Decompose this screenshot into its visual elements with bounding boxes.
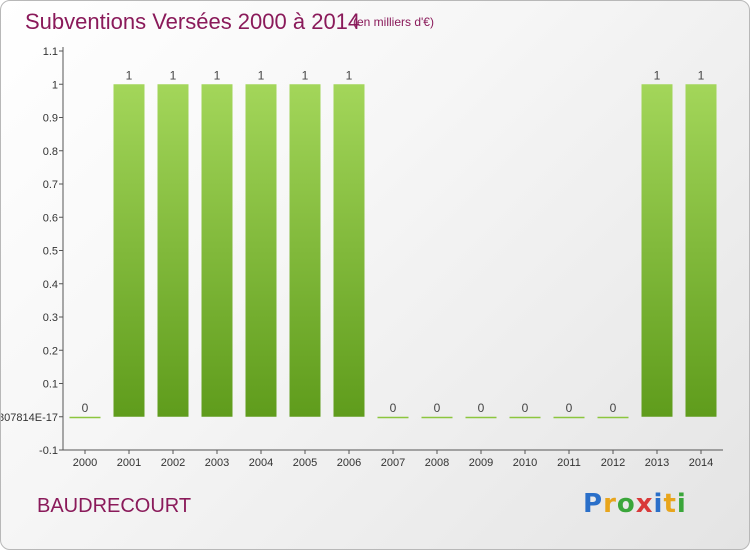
bar <box>509 416 541 419</box>
x-tick-label: 2007 <box>381 457 405 469</box>
bar <box>245 84 277 417</box>
logo-letter: x <box>635 489 654 519</box>
y-tick-label: 0.8 <box>43 146 58 158</box>
bar-value-label: 0 <box>478 401 485 415</box>
y-tick-label: 0.5 <box>43 246 58 258</box>
x-tick-label: 2008 <box>425 457 449 469</box>
x-tick-label: 2014 <box>689 457 713 469</box>
logo-letter: o <box>616 489 636 519</box>
y-tick-label: 0.7 <box>43 179 58 191</box>
proxiti-logo[interactable]: Proxiti <box>583 489 687 519</box>
bar-value-label: 1 <box>258 68 265 82</box>
bar <box>553 416 585 419</box>
bar <box>289 84 321 417</box>
x-tick-label: 2004 <box>249 457 273 469</box>
y-tick-label: 0.4 <box>43 279 58 291</box>
bar <box>333 84 365 417</box>
y-tick-label: -0.1 <box>39 445 58 457</box>
bar-value-label: 0 <box>610 401 617 415</box>
bar <box>113 84 145 417</box>
bar-value-label: 0 <box>390 401 397 415</box>
x-tick-label: 2013 <box>645 457 669 469</box>
bar-value-label: 1 <box>698 68 705 82</box>
x-tick-label: 2012 <box>601 457 625 469</box>
bar <box>201 84 233 417</box>
bar-value-label: 1 <box>654 68 661 82</box>
y-tick-label: 1 <box>52 79 58 91</box>
bar-value-label: 0 <box>566 401 573 415</box>
x-tick-label: 2006 <box>337 457 361 469</box>
x-tick-label: 2010 <box>513 457 537 469</box>
bar <box>685 84 717 417</box>
bar <box>157 84 189 417</box>
y-tick-label: 0.3 <box>43 312 58 324</box>
x-tick-label: 2002 <box>161 457 185 469</box>
bar-value-label: 1 <box>126 68 133 82</box>
chart-title: Subventions Versées 2000 à 2014 <box>25 9 361 34</box>
logo-letter: i <box>653 489 664 519</box>
x-tick-label: 2000 <box>73 457 97 469</box>
bar <box>465 416 497 419</box>
logo-letter: P <box>583 489 604 519</box>
bar-value-label: 1 <box>346 68 353 82</box>
y-tick-label: 1.3877787807814E-17 <box>1 412 58 424</box>
bar-value-label: 0 <box>82 401 89 415</box>
bar-value-label: 0 <box>434 401 441 415</box>
bar <box>421 416 453 419</box>
bar <box>377 416 409 419</box>
y-tick-label: 0.2 <box>43 345 58 357</box>
logo-letter: r <box>603 489 617 519</box>
x-tick-label: 2003 <box>205 457 229 469</box>
bar-value-label: 1 <box>170 68 177 82</box>
logo-letter: t <box>663 489 677 519</box>
x-tick-label: 2005 <box>293 457 317 469</box>
x-tick-label: 2009 <box>469 457 493 469</box>
x-tick-label: 2011 <box>557 457 581 469</box>
y-tick-label: 0.1 <box>43 379 58 391</box>
x-tick-label: 2001 <box>117 457 141 469</box>
bar <box>641 84 673 417</box>
y-tick-label: 1.1 <box>43 46 58 58</box>
bar <box>597 416 629 419</box>
bar-value-label: 1 <box>214 68 221 82</box>
chart-subtitle: (en milliers d'€) <box>353 15 434 29</box>
commune-name: BAUDRECOURT <box>37 495 192 517</box>
bar-value-label: 0 <box>522 401 529 415</box>
bar <box>69 416 101 419</box>
y-tick-label: 0.6 <box>43 212 58 224</box>
logo-letter: i <box>676 489 687 519</box>
bar-value-label: 1 <box>302 68 309 82</box>
y-tick-label: 0.9 <box>43 113 58 125</box>
